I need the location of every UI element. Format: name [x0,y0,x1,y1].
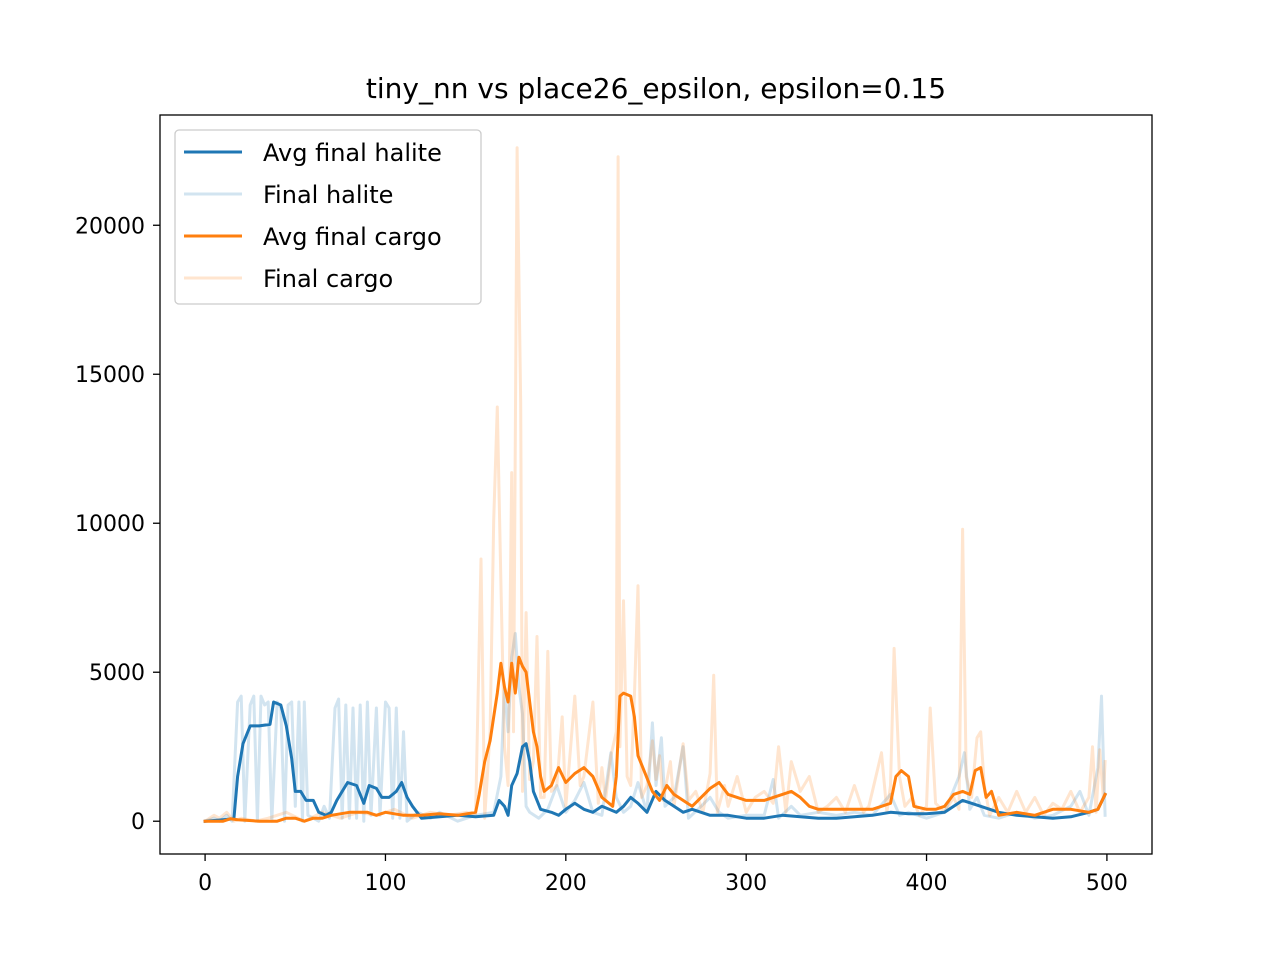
x-tick-label: 500 [1086,871,1128,896]
x-tick-label: 400 [906,871,948,896]
y-tick-label: 5000 [89,661,145,686]
series-line-2 [203,655,1108,823]
legend-label: Final halite [263,181,393,209]
series-layer [203,146,1108,824]
y-tick-label: 15000 [75,363,145,388]
legend-label: Avg final cargo [263,223,442,251]
x-tick-label: 0 [198,871,212,896]
y-tick-label: 10000 [75,512,145,537]
legend-label: Final cargo [263,265,393,293]
plot-frame [159,114,1153,855]
x-tick-label: 300 [725,871,767,896]
x-tick-label: 100 [364,871,406,896]
legend-label: Avg final halite [263,139,442,167]
series-line-0 [203,700,1108,823]
x-tick-label: 200 [545,871,587,896]
y-tick-label: 20000 [75,214,145,239]
chart-title: tiny_nn vs place26_epsilon, epsilon=0.15 [366,72,946,105]
x-axis: 0 100 200 300 400 500 [198,854,1128,896]
y-axis: 0 5000 10000 15000 20000 [75,214,160,835]
legend: Avg final halite Final halite Avg final ca… [174,129,482,305]
y-tick-label: 0 [131,810,145,835]
legend-entries: Avg final halite Final halite Avg final ca… [184,139,442,293]
legend-box [174,129,482,305]
